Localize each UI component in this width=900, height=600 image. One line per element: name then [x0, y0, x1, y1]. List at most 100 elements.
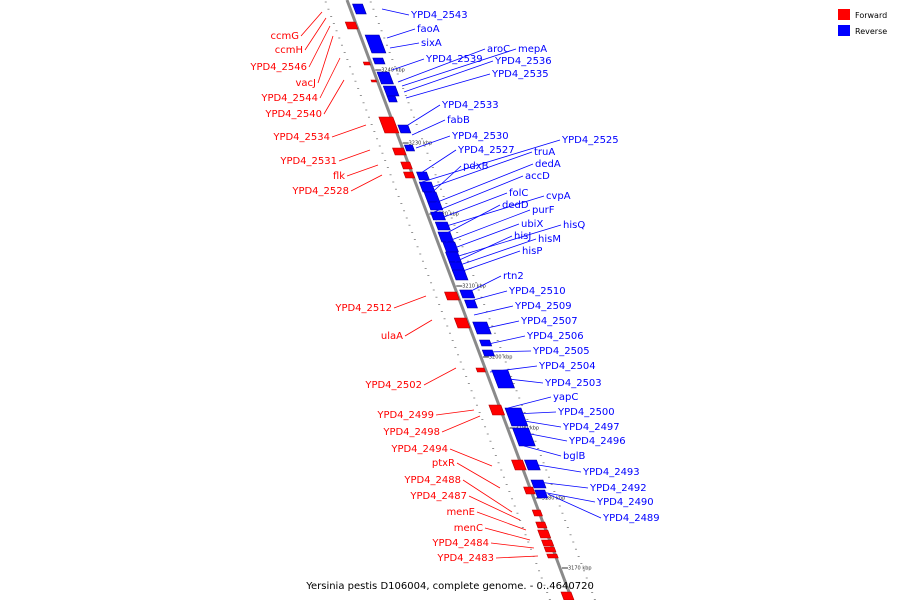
reverse-gene-label-ypd4-2506: YPD4_2506 [526, 331, 584, 342]
forward-gene-block [403, 171, 416, 179]
forward-gene-label-ypd4-2534: YPD4_2534 [272, 132, 330, 143]
reverse-gene-label-yapc: yapC [553, 392, 578, 403]
reverse-leader-line [442, 204, 501, 236]
forward-leader-line [308, 25, 331, 68]
reverse-leader-line [401, 48, 517, 87]
reverse-gene-block [364, 34, 387, 54]
forward-leader-line [435, 409, 475, 416]
forward-gene-label-ypd4-2540: YPD4_2540 [264, 109, 322, 120]
reverse-gene-block [464, 299, 478, 309]
forward-gene-label-ypd4-2544: YPD4_2544 [260, 93, 318, 104]
reverse-gene-label-ypd4-2500: YPD4_2500 [557, 407, 615, 418]
reverse-gene-block [534, 489, 549, 499]
forward-gene-block [378, 116, 400, 134]
reverse-gene-label-ypd4-2543: YPD4_2543 [410, 10, 468, 21]
reverse-gene-label-ypd4-2505: YPD4_2505 [532, 346, 590, 357]
reverse-gene-block [423, 191, 441, 203]
forward-leader-line [304, 17, 327, 51]
reverse-leader-line [513, 411, 557, 415]
reverse-gene-label-ypd4-2503: YPD4_2503 [544, 378, 602, 389]
forward-gene-label-ypd4-2483: YPD4_2483 [436, 553, 494, 564]
reverse-leader-line [485, 350, 532, 353]
reverse-gene-block [472, 321, 492, 335]
forward-leader-line [317, 35, 334, 84]
forward-gene-label-ypd4-2499: YPD4_2499 [376, 410, 434, 421]
forward-gene-block [523, 486, 536, 495]
forward-leader-line [462, 479, 513, 513]
forward-gene-label-ptxr: ptxR [432, 458, 455, 469]
reverse-leader-line [517, 419, 562, 428]
reverse-gene-label-cvpa: cvpA [546, 191, 571, 202]
reverse-gene-label-ypd4-2492: YPD4_2492 [589, 483, 647, 494]
forward-leader-line [456, 462, 501, 489]
reverse-gene-label-ypd4-2533: YPD4_2533 [441, 100, 499, 111]
reverse-gene-block [386, 95, 398, 103]
reverse-leader-line [547, 493, 602, 519]
reverse-gene-label-hism: hisM [538, 234, 561, 245]
forward-leader-line [331, 124, 367, 138]
label-leaders [300, 8, 602, 559]
reverse-gene-label-ypd4-2527: YPD4_2527 [457, 145, 515, 156]
reverse-leader-line [519, 431, 568, 442]
reverse-leader-line [483, 335, 526, 346]
forward-leader-line [484, 527, 531, 541]
reverse-leader-line [415, 135, 451, 149]
forward-gene-label-flk: flk [333, 171, 345, 182]
forward-leader-line [346, 164, 379, 177]
reverse-gene-block [479, 339, 493, 347]
kbp-tick-label: 3210 kbp [462, 284, 486, 290]
reverse-gene-label-ypd4-2497: YPD4_2497 [562, 422, 620, 433]
legend-reverse-label: Reverse [855, 27, 887, 36]
forward-gene-label-ypd4-2528: YPD4_2528 [291, 186, 349, 197]
reverse-leader-line [429, 163, 534, 206]
forward-gene-label-menc: menC [454, 523, 483, 534]
kbp-tick-label: 3240 kbp [381, 68, 405, 74]
reverse-leader-line [473, 305, 514, 316]
reverse-leader-line [499, 377, 544, 384]
forward-gene-block [543, 546, 557, 553]
reverse-leader-line [421, 139, 561, 183]
feature-blocks [344, 3, 575, 600]
legend-forward-label: Forward [855, 11, 887, 20]
reverse-gene-label-ypd4-2525: YPD4_2525 [561, 135, 619, 146]
feature-labels: ccmG ccmH YPD4_2546 vacJ YPD4_2544 YPD4_2540 Y… [249, 10, 659, 564]
reverse-leader-line [403, 60, 494, 93]
forward-leader-line [449, 448, 493, 467]
legend-forward-swatch [838, 9, 850, 20]
reverse-gene-label-ypd4-2493: YPD4_2493 [582, 467, 640, 478]
reverse-leader-line [411, 119, 446, 136]
reverse-leader-line [405, 73, 491, 99]
forward-gene-label-ccmh: ccmH [275, 45, 303, 56]
forward-gene-block [560, 591, 575, 600]
forward-gene-block [488, 404, 506, 416]
forward-leader-line [393, 295, 427, 309]
reverse-gene-block [430, 211, 446, 221]
reverse-leader-line [523, 445, 562, 457]
forward-gene-label-ypd4-2546: YPD4_2546 [249, 62, 307, 73]
forward-leader-line [350, 174, 383, 192]
reverse-gene-block [524, 459, 541, 471]
forward-gene-block [392, 147, 407, 156]
forward-leader-line [323, 79, 345, 115]
reverse-gene-block [403, 144, 416, 152]
forward-leader-line [490, 542, 535, 549]
forward-gene-block [546, 553, 559, 559]
forward-gene-label-ypd4-2484: YPD4_2484 [431, 538, 489, 549]
reverse-gene-block [459, 289, 476, 299]
reverse-gene-label-ypd4-2490: YPD4_2490 [596, 497, 654, 508]
forward-gene-block [362, 61, 371, 66]
forward-gene-block [531, 509, 543, 517]
reverse-gene-label-hisj: hisJ [514, 231, 531, 242]
forward-gene-block [344, 21, 359, 30]
reverse-gene-label-ypd4-2510: YPD4_2510 [508, 286, 566, 297]
reverse-gene-label-deda: dedA [535, 159, 561, 170]
reverse-leader-line [459, 250, 521, 273]
reverse-gene-block [382, 85, 400, 97]
reverse-leader-line [397, 48, 486, 83]
reverse-gene-block [504, 407, 529, 427]
reverse-gene-block [352, 3, 367, 15]
reverse-gene-label-aroc: aroC [487, 44, 510, 55]
reverse-gene-block [442, 241, 459, 253]
reverse-gene-label-ypd4-2539: YPD4_2539 [425, 54, 483, 65]
forward-gene-label-mene: menE [446, 507, 475, 518]
